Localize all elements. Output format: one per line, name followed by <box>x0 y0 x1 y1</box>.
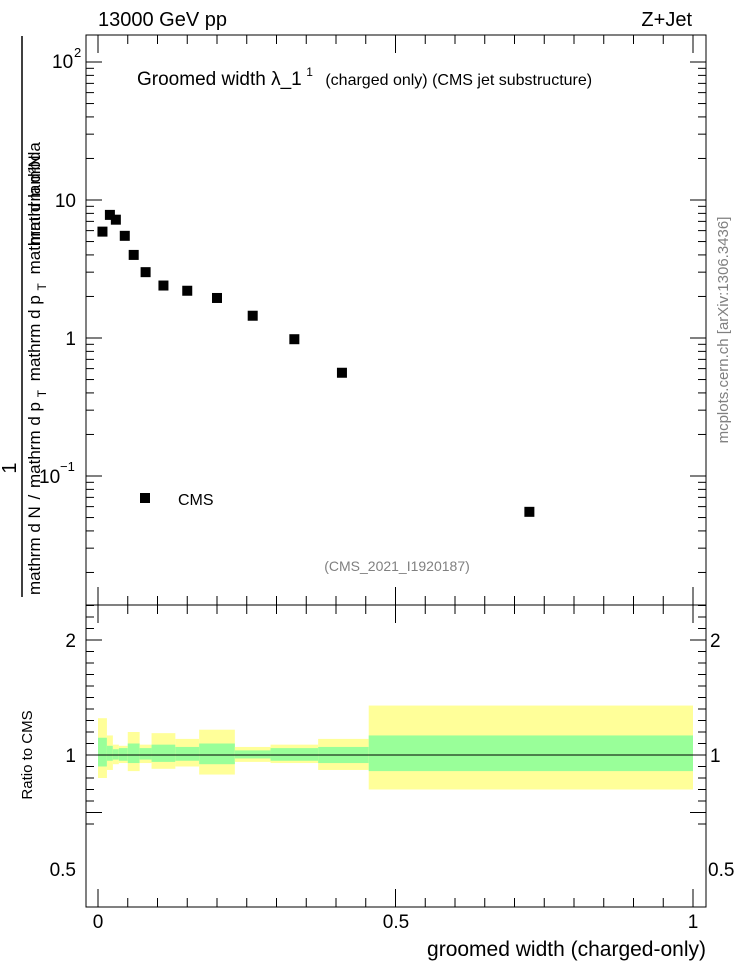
data-point <box>97 226 108 237</box>
data-point <box>128 249 139 260</box>
svg-text:mathrm d²N: mathrm d²N <box>25 155 44 245</box>
ratio-bands <box>98 705 693 790</box>
ratio-band-inner <box>175 746 200 761</box>
ratio-y-tick-label-0.5: 0.5 <box>50 860 76 881</box>
analysis-label: (CMS_2021_I1920187) <box>324 558 470 574</box>
ratio-right-tick-label-1: 1 <box>710 746 721 767</box>
ratio-band-inner <box>368 735 693 772</box>
main-x-ticks <box>97 35 694 605</box>
ratio-band-inner <box>139 748 152 760</box>
data-point <box>182 285 193 296</box>
y-tick-label-100: 10 2 <box>52 45 81 73</box>
data-point <box>212 292 222 303</box>
legend-marker <box>140 493 150 503</box>
main-y-axis-label: 1 mathrm d N / mathrm d p T mathrm d p T… <box>0 36 50 597</box>
legend-label: CMS <box>178 492 214 509</box>
svg-text:2: 2 <box>74 45 81 60</box>
ratio-band-inner <box>106 745 113 761</box>
x-tick-label-1: 1 <box>688 912 699 933</box>
data-point <box>336 367 347 378</box>
ratio-panel: 2 1 0.5 2 1 0.5 Ratio to CMS 0 0.5 1 gro… <box>19 604 734 961</box>
ratio-band-inner <box>199 743 235 765</box>
data-point <box>140 267 151 278</box>
main-y-ticks <box>86 61 706 573</box>
ratio-x-ticks <box>97 605 694 907</box>
data-point <box>119 230 130 241</box>
y-tick-label-0.1: 10 −1 <box>39 459 75 488</box>
ratio-band-inner <box>118 748 128 761</box>
main-frame <box>85 34 707 606</box>
main-panel: 10 2 10 1 10 −1 Groomed width λ_1 1 (cha… <box>39 34 707 606</box>
process-label: Z+Jet <box>641 9 692 31</box>
data-point <box>247 310 258 321</box>
ratio-band-inner <box>112 749 119 760</box>
svg-text:−1: −1 <box>60 459 75 474</box>
data-point <box>524 506 535 517</box>
data-point <box>104 209 115 220</box>
ratio-band-inner <box>270 748 319 761</box>
x-tick-label-0.5: 0.5 <box>383 912 409 933</box>
data-point <box>158 280 169 291</box>
svg-text:1: 1 <box>0 462 21 473</box>
ratio-y-axis-label: Ratio to CMS <box>19 710 36 799</box>
x-axis-label: groomed width (charged-only) <box>427 938 706 961</box>
chart-title: Groomed width λ_1 1 (charged only) (CMS … <box>137 63 592 90</box>
svg-text:mathrm d N / mathr: mathrm d N / mathrm d p T mathrm d p T m… <box>25 142 50 595</box>
side-label: mcplots.cern.ch [arXiv:1306.3436] <box>715 217 732 444</box>
svg-text:10: 10 <box>52 52 73 73</box>
ratio-y-tick-label-1: 1 <box>65 746 76 767</box>
ratio-band-inner <box>127 743 140 764</box>
ratio-right-tick-label-0.5: 0.5 <box>708 860 734 881</box>
ratio-band-inner <box>98 737 107 767</box>
ratio-y-tick-label-2: 2 <box>65 631 76 652</box>
data-point <box>110 214 121 225</box>
ratio-band-inner <box>151 744 176 762</box>
energy-label: 13000 GeV pp <box>98 9 227 31</box>
svg-text:10: 10 <box>39 467 60 488</box>
ratio-right-tick-label-2: 2 <box>710 631 721 652</box>
y-tick-label-1: 1 <box>65 329 76 350</box>
y-tick-label-10: 10 <box>55 191 76 212</box>
ratio-band-inner <box>234 750 271 759</box>
legend: CMS <box>140 492 214 509</box>
cms-data-markers <box>97 209 535 517</box>
ratio-y-ticks <box>86 605 706 825</box>
x-tick-label-0: 0 <box>93 912 104 933</box>
data-point <box>289 334 300 345</box>
